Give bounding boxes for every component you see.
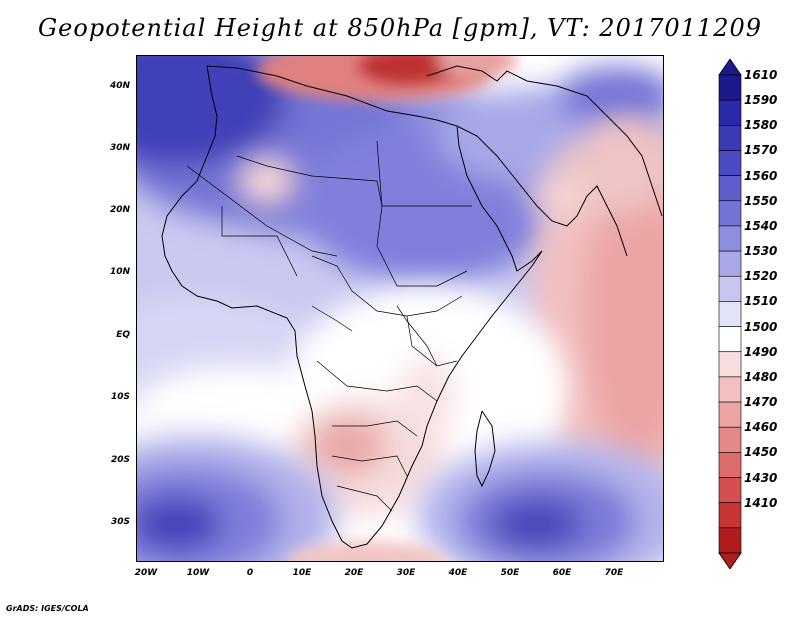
colorbar-label: 1490 xyxy=(744,344,778,359)
geopotential-field xyxy=(137,56,663,561)
lat-label-eq: EQ xyxy=(116,330,130,340)
colorbar-label: 1410 xyxy=(744,495,778,510)
colorbar-label: 1570 xyxy=(744,143,778,158)
colorbar-bottom-arrow xyxy=(718,552,742,569)
lon-label-70e: 70E xyxy=(604,568,624,578)
colorbar-label: 1510 xyxy=(744,294,778,309)
colorbar-top-arrow xyxy=(718,59,742,76)
lat-label-40n: 40N xyxy=(109,81,130,91)
grads-credit: GrADS: IGES/COLA xyxy=(6,604,89,613)
lat-label-10n: 10N xyxy=(109,267,130,277)
lon-label-50e: 50E xyxy=(500,568,520,578)
colorbar-label: 1430 xyxy=(744,470,778,485)
colorbar-segment xyxy=(718,401,742,428)
colorbar-segment xyxy=(718,99,742,126)
colorbar-segment xyxy=(718,200,742,227)
colorbar-segment xyxy=(718,502,742,529)
lon-label-10e: 10E xyxy=(292,568,312,578)
lon-label-10w: 10W xyxy=(186,568,210,578)
colorbar-segment xyxy=(718,250,742,277)
colorbar-label: 1560 xyxy=(744,168,778,183)
lat-label-30s: 30S xyxy=(110,517,130,527)
colorbar-segment xyxy=(718,301,742,327)
lat-label-30n: 30N xyxy=(109,143,130,153)
colorbar-label: 1610 xyxy=(744,68,778,82)
colorbar-segment xyxy=(718,275,742,302)
colorbar-segment xyxy=(718,150,742,176)
lon-label-20w: 20W xyxy=(134,568,158,578)
colorbar-label: 1540 xyxy=(744,218,778,233)
colorbar-segment xyxy=(718,225,742,252)
lon-label-60e: 60E xyxy=(552,568,572,578)
coastlines xyxy=(161,65,663,549)
colorbar-label: 1480 xyxy=(744,369,778,384)
lat-label-20n: 20N xyxy=(109,205,130,215)
colorbar-segment xyxy=(718,527,742,554)
lon-label-40e: 40E xyxy=(448,568,468,578)
country-borders xyxy=(186,140,472,512)
lon-label-30e: 30E xyxy=(396,568,416,578)
colorbar-segment xyxy=(718,452,742,478)
colorbar-label: 1470 xyxy=(744,395,778,410)
colorbar-label: 1530 xyxy=(744,244,778,259)
colorbar-label: 1550 xyxy=(744,193,778,208)
lon-label-20e: 20E xyxy=(344,568,364,578)
colorbar-segment xyxy=(718,74,742,101)
colorbar-segment xyxy=(718,426,742,453)
colorbar-label: 1580 xyxy=(744,118,778,133)
colorbar xyxy=(718,59,742,569)
colorbar-label: 1450 xyxy=(744,445,778,460)
colorbar-segment xyxy=(718,125,742,151)
colorbar-segment xyxy=(718,351,742,378)
colorbar-label: 1460 xyxy=(744,420,778,435)
colorbar-segment xyxy=(718,175,742,202)
colorbar-label: 1520 xyxy=(744,269,778,284)
colorbar-label: 1590 xyxy=(744,93,778,108)
colorbar-segment xyxy=(718,477,742,503)
colorbar-segment xyxy=(718,326,742,353)
colorbar-segment xyxy=(718,376,742,403)
lat-label-10s: 10S xyxy=(110,392,130,402)
map-title: Geopotential Height at 850hPa [gpm], VT:… xyxy=(38,14,762,42)
lon-label-0: 0 xyxy=(246,568,254,578)
lat-label-20s: 20S xyxy=(110,455,130,465)
colorbar-label: 1500 xyxy=(744,319,778,334)
map-plot-area xyxy=(136,55,664,562)
